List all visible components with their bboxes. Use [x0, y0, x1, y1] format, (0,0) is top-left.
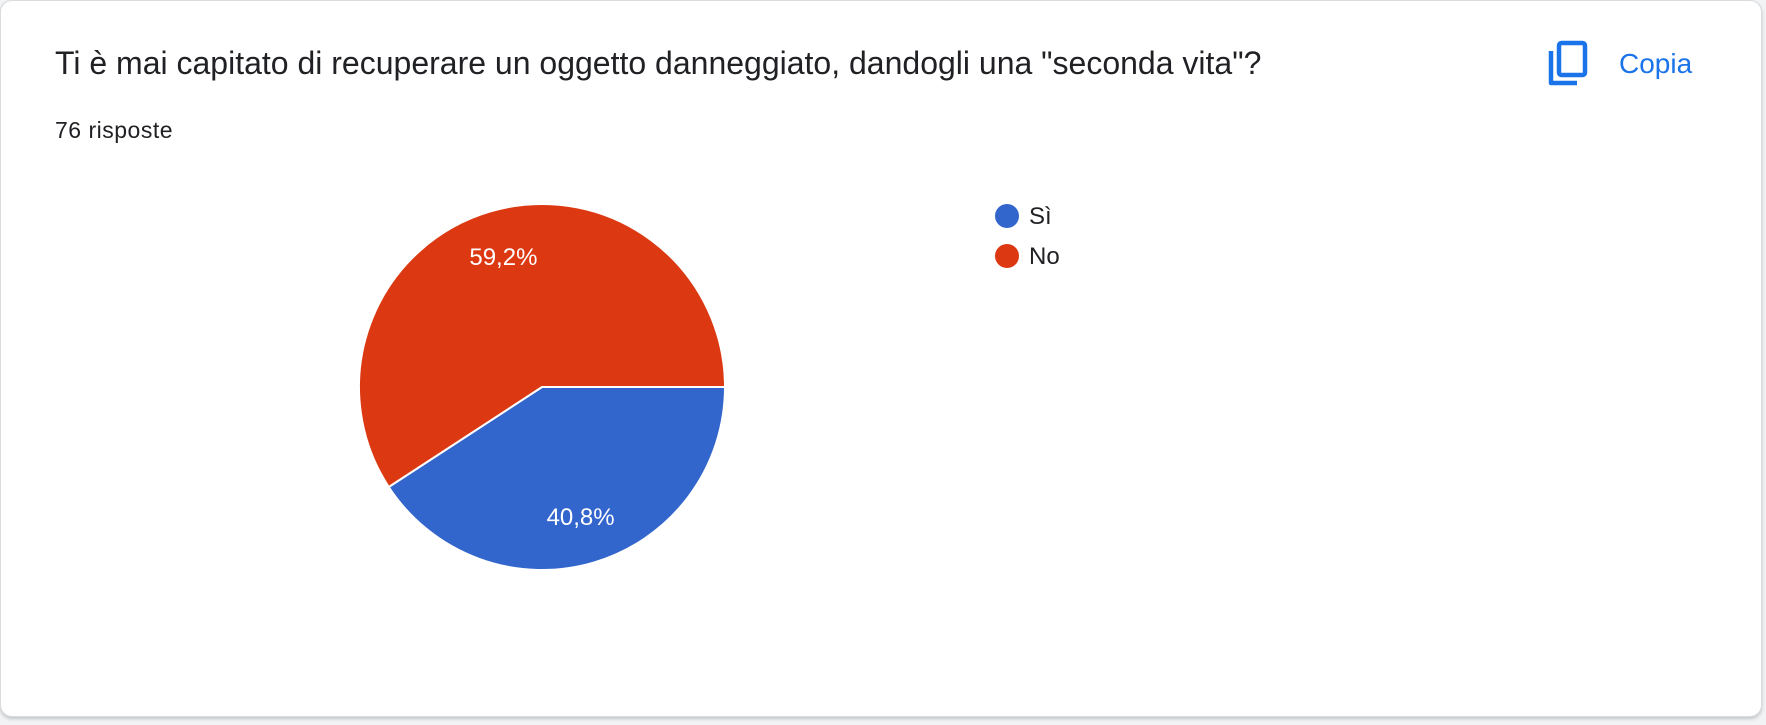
copy-button[interactable]: Copia — [1533, 31, 1704, 97]
slice-label-si: 40,8% — [547, 504, 615, 531]
legend-item-no[interactable]: No — [995, 243, 1060, 270]
legend-label: Sì — [1029, 203, 1052, 230]
legend-item-si[interactable]: Sì — [995, 203, 1052, 230]
response-count: 76 risposte — [55, 117, 174, 143]
content-copy-icon — [1545, 39, 1589, 89]
legend-label: No — [1029, 243, 1060, 270]
legend-swatch — [995, 204, 1019, 228]
question-title: Ti è mai capitato di recuperare un ogget… — [55, 45, 1262, 81]
pie-slice-no[interactable] — [358, 203, 727, 489]
slice-label-no: 59,2% — [469, 244, 537, 271]
copy-label: Copia — [1619, 48, 1693, 79]
legend-swatch — [995, 244, 1019, 268]
